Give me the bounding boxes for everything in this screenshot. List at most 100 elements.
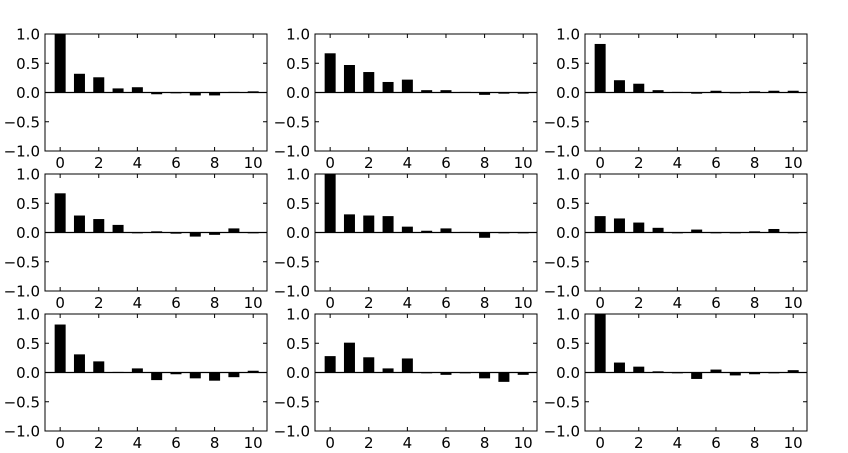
y-tick-label: −0.5 (544, 393, 580, 411)
y-tick-label: 0.0 (16, 364, 40, 382)
x-tick-label: 8 (210, 434, 220, 452)
acf-bar (382, 368, 394, 373)
y-tick-label: −0.5 (544, 253, 580, 271)
acf-panel-2: 1.0 0.5 0.0 −0.5 −1.0 0 2 4 6 8 10 (274, 26, 538, 172)
x-tick-label: 6 (711, 434, 721, 452)
x-tick-label: 2 (364, 154, 374, 172)
acf-bar (401, 79, 413, 93)
y-tick-label: 0.5 (286, 55, 310, 73)
x-tick-label: 6 (171, 294, 181, 312)
y-tick-label: 0.5 (286, 335, 310, 353)
acf-panel-1: 1.0 0.5 0.0 −0.5 −1.0 0 2 4 6 8 10 (4, 26, 268, 172)
x-tick-label: 2 (94, 434, 104, 452)
y-tick-label: −1.0 (544, 283, 580, 301)
acf-panel-3: 1.0 0.5 0.0 −0.5 −1.0 0 2 4 6 8 10 (544, 26, 808, 172)
acf-bar (787, 90, 799, 93)
acf-bar (131, 87, 143, 93)
x-tick-label: 8 (210, 154, 220, 172)
y-tick-label: 0.5 (16, 55, 40, 73)
acf-bar (228, 228, 240, 233)
y-tick-label: 1.0 (16, 306, 40, 324)
acf-bar (363, 72, 375, 93)
acf-bar (691, 372, 703, 379)
acf-bar (440, 228, 452, 233)
acf-bar (633, 366, 645, 373)
y-tick-label: 1.0 (556, 166, 580, 184)
x-tick-label: 8 (480, 294, 490, 312)
acf-bar (73, 215, 85, 233)
x-tick-label: 4 (403, 434, 413, 452)
acf-bar (498, 372, 510, 382)
acf-bar (343, 65, 355, 93)
x-tick-label: 8 (750, 434, 760, 452)
x-tick-label: 0 (55, 154, 65, 172)
acf-bar (613, 362, 625, 373)
x-tick-label: 6 (171, 154, 181, 172)
x-tick-label: 10 (514, 294, 533, 312)
acf-bar (228, 372, 240, 378)
acf-panel-8: 1.0 0.5 0.0 −0.5 −1.0 0 2 4 6 8 10 (274, 306, 538, 452)
x-tick-label: 10 (244, 154, 263, 172)
acf-bar (633, 222, 645, 233)
acf-panel-7: 1.0 0.5 0.0 −0.5 −1.0 0 2 4 6 8 10 (4, 306, 268, 452)
x-tick-label: 4 (133, 294, 143, 312)
acf-bar (421, 230, 433, 233)
x-tick-label: 10 (244, 294, 263, 312)
acf-bar (691, 229, 703, 233)
y-tick-label: −0.5 (544, 113, 580, 131)
acf-bar (54, 193, 66, 233)
y-tick-label: 0.5 (16, 335, 40, 353)
y-tick-label: −0.5 (4, 393, 40, 411)
y-tick-label: 0.0 (556, 364, 580, 382)
x-tick-label: 2 (94, 294, 104, 312)
acf-bar (652, 227, 664, 233)
x-tick-label: 0 (595, 154, 605, 172)
x-tick-label: 0 (325, 434, 335, 452)
y-tick-label: 0.0 (16, 224, 40, 242)
acf-bar (440, 90, 452, 93)
y-tick-label: 1.0 (286, 306, 310, 324)
acf-bar (594, 314, 606, 373)
x-tick-label: 10 (784, 294, 803, 312)
x-tick-label: 2 (634, 434, 644, 452)
x-tick-label: 4 (133, 434, 143, 452)
acf-bar (209, 372, 221, 381)
y-tick-label: 1.0 (286, 166, 310, 184)
acf-bar (787, 370, 799, 373)
y-tick-label: 0.0 (286, 364, 310, 382)
acf-panel-5: 1.0 0.5 0.0 −0.5 −1.0 0 2 4 6 8 10 (274, 166, 538, 312)
y-tick-label: 1.0 (16, 26, 40, 44)
x-tick-label: 4 (673, 294, 683, 312)
x-tick-label: 10 (514, 434, 533, 452)
acf-bar (479, 232, 491, 238)
acf-bar (421, 90, 433, 93)
x-tick-label: 4 (673, 434, 683, 452)
y-tick-label: −0.5 (274, 253, 310, 271)
x-tick-label: 10 (784, 434, 803, 452)
y-tick-label: −0.5 (274, 393, 310, 411)
acf-panel-6: 1.0 0.5 0.0 −0.5 −1.0 0 2 4 6 8 10 (544, 166, 808, 312)
acf-bar (517, 372, 529, 375)
acf-bar (710, 369, 722, 373)
x-tick-label: 4 (403, 154, 413, 172)
y-tick-label: 1.0 (286, 26, 310, 44)
y-tick-label: −1.0 (274, 423, 310, 441)
x-tick-label: 4 (673, 154, 683, 172)
x-tick-label: 0 (55, 434, 65, 452)
y-tick-label: 0.5 (556, 195, 580, 213)
y-tick-label: −0.5 (274, 113, 310, 131)
acf-bar (209, 92, 221, 96)
y-tick-label: 0.0 (16, 84, 40, 102)
acf-bar (401, 358, 413, 373)
x-tick-label: 0 (595, 294, 605, 312)
acf-bar (324, 53, 336, 93)
x-tick-label: 6 (441, 294, 451, 312)
x-tick-label: 6 (711, 294, 721, 312)
x-tick-label: 8 (480, 154, 490, 172)
acf-bar (93, 219, 105, 233)
x-tick-label: 8 (480, 434, 490, 452)
y-tick-label: 0.5 (556, 335, 580, 353)
acf-bar (170, 372, 182, 375)
x-tick-label: 8 (210, 294, 220, 312)
